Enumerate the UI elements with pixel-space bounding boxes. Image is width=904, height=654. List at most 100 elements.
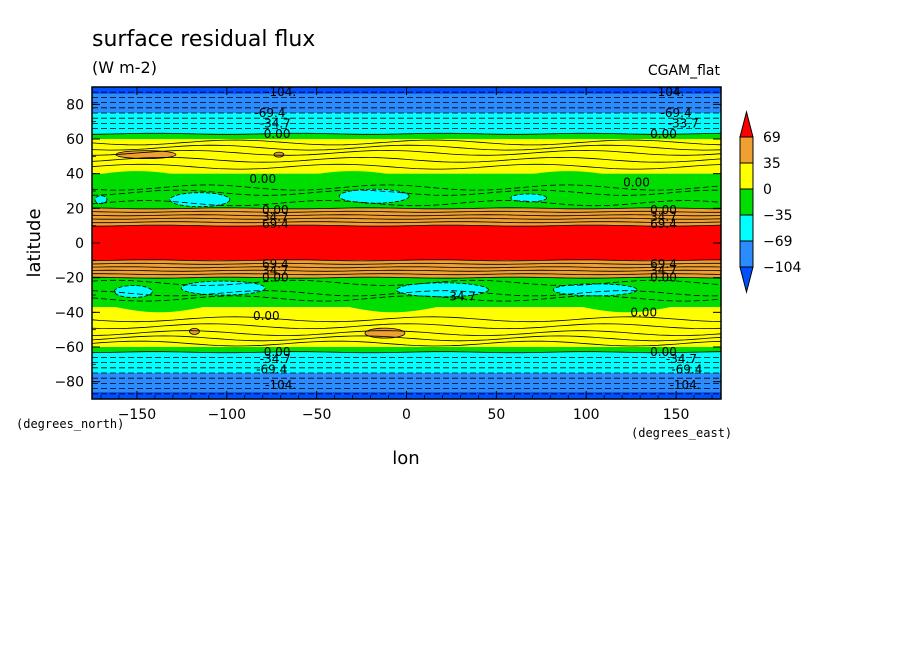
colorbar-segment-4 — [739, 240, 754, 268]
contour-solid-15 — [92, 269, 721, 272]
contour-dashed-11 — [92, 279, 721, 286]
contour-solid-13 — [92, 262, 721, 265]
x-tick-label-6: 150 — [663, 407, 690, 423]
x-axis-label: lon — [392, 448, 419, 469]
contour-label-30: -34.7 — [666, 352, 697, 366]
y-tick-label-6: 40 — [66, 167, 84, 183]
contour-dashed-8 — [92, 184, 721, 191]
contour-label-5: -69.4 — [661, 106, 692, 120]
contour-label-15: 69.4 — [650, 217, 677, 231]
colorbar-segment-1 — [739, 162, 754, 190]
x-tick-label-3: 0 — [402, 407, 411, 423]
x-tick-label-5: 100 — [573, 407, 600, 423]
contour-dashed-12 — [92, 290, 721, 297]
contour-solid-4 — [92, 156, 721, 163]
contour-solid-7 — [92, 210, 721, 213]
contour-label-16: 69.4 — [262, 257, 289, 271]
contour-label-27: -34.7 — [260, 352, 291, 366]
x-tick-label-2: −50 — [302, 407, 332, 423]
contour-label-6: -33.7 — [668, 116, 699, 130]
y-tick-label-5: 20 — [66, 201, 84, 217]
contour-labels: -104.-69.4-34.70.00-104.-69.4-33.70.000.… — [249, 85, 702, 392]
contour-label-14: 34.7 — [650, 210, 677, 224]
x-axis: −150 −100 −50 0 50 100 150 — [100, 87, 713, 423]
contour-dashed-10 — [92, 200, 721, 207]
cyan-cell-4 — [94, 195, 108, 205]
band-11 — [92, 347, 721, 353]
contour-label-4: -104. — [653, 85, 684, 99]
contour-solid-17 — [92, 276, 721, 279]
contour-label-13: 0.00 — [650, 203, 677, 217]
contour-label-18: 0.00 — [262, 271, 289, 285]
band-13 — [92, 373, 721, 393]
contour-label-26: 0.00 — [650, 345, 677, 359]
cyan-cell-7 — [396, 282, 489, 298]
contour-solid-12 — [92, 259, 721, 262]
band-4 — [92, 139, 721, 174]
nh-green-wave — [92, 171, 721, 209]
contour-solid-2 — [92, 144, 721, 151]
contour-solid-11 — [92, 224, 721, 227]
contour-label-12: 69.4 — [262, 217, 289, 231]
colorbar: 69 35 0 −35 −69 −104 — [739, 110, 802, 294]
cyan-cell-3 — [510, 193, 548, 203]
colorbar-label-1: 35 — [763, 156, 781, 172]
contour-solid-21 — [92, 335, 721, 342]
cyan-cell-8 — [552, 283, 638, 297]
contour-label-22: -34.7 — [445, 290, 476, 304]
cyan-cell-2 — [338, 188, 410, 204]
y-tick-label-7: 60 — [66, 132, 84, 148]
y-units-label: (degrees_north) — [16, 417, 124, 431]
contour-solid-6 — [92, 207, 721, 210]
colorbar-label-0: 69 — [763, 130, 781, 146]
colorbar-label-5: −104 — [763, 260, 802, 276]
contour-label-3: 0.00 — [264, 127, 291, 141]
x-tick-label-1: −100 — [208, 407, 246, 423]
contour-label-10: 0.00 — [262, 203, 289, 217]
y-axis-label: latitude — [24, 208, 45, 277]
y-tick-label-3: −20 — [54, 271, 84, 287]
contour-dashed-13 — [92, 295, 721, 302]
colorbar-segment-0 — [739, 136, 754, 164]
contour-solid-19 — [92, 323, 721, 330]
contour-label-1: -69.4 — [254, 106, 285, 120]
y-tick-label-2: −40 — [54, 305, 84, 321]
colorbar-label-2: 0 — [763, 182, 772, 198]
y-tick-label-0: −80 — [54, 375, 84, 391]
contour-label-20: 34.7 — [650, 264, 677, 278]
dataset-label: CGAM_flat — [648, 63, 721, 79]
cyan-cell-5 — [113, 285, 153, 298]
colorbar-segment-3 — [739, 214, 754, 242]
contour-label-17: 34.7 — [262, 264, 289, 278]
contour-label-28: -69.4 — [256, 363, 287, 377]
chart-title: surface residual flux — [92, 27, 315, 52]
contour-label-29: -104. — [265, 378, 296, 392]
contour-label-23: 0.00 — [253, 309, 280, 323]
contour-label-31: -69.4 — [671, 363, 702, 377]
band-7 — [92, 225, 721, 261]
contour-solid-3 — [92, 149, 721, 156]
orange-cell-3 — [189, 327, 200, 335]
contour-label-25: 0.00 — [264, 345, 291, 359]
colorbar-top-triangle — [739, 110, 754, 138]
contour-solid-8 — [92, 214, 721, 217]
contour-lines — [92, 91, 721, 395]
band-10 — [92, 307, 721, 347]
contour-label-8: 0.00 — [249, 172, 276, 186]
contour-solid-22 — [92, 340, 721, 347]
band-1 — [92, 93, 721, 113]
y-tick-label-1: −60 — [54, 340, 84, 356]
y-tick-label-8: 80 — [66, 97, 84, 113]
band-8 — [92, 260, 721, 278]
contour-label-19: 69.4 — [650, 257, 677, 271]
contour-label-11: 34.7 — [262, 210, 289, 224]
colorbar-label-3: −35 — [763, 208, 793, 224]
cyan-cell-6 — [180, 280, 266, 296]
plot-area — [92, 87, 721, 399]
contour-label-24: 0.00 — [630, 305, 657, 319]
contour-solid-10 — [92, 221, 721, 224]
colorbar-bottom-triangle — [739, 266, 754, 294]
cyan-cell-1 — [169, 192, 231, 208]
band-6 — [92, 208, 721, 226]
